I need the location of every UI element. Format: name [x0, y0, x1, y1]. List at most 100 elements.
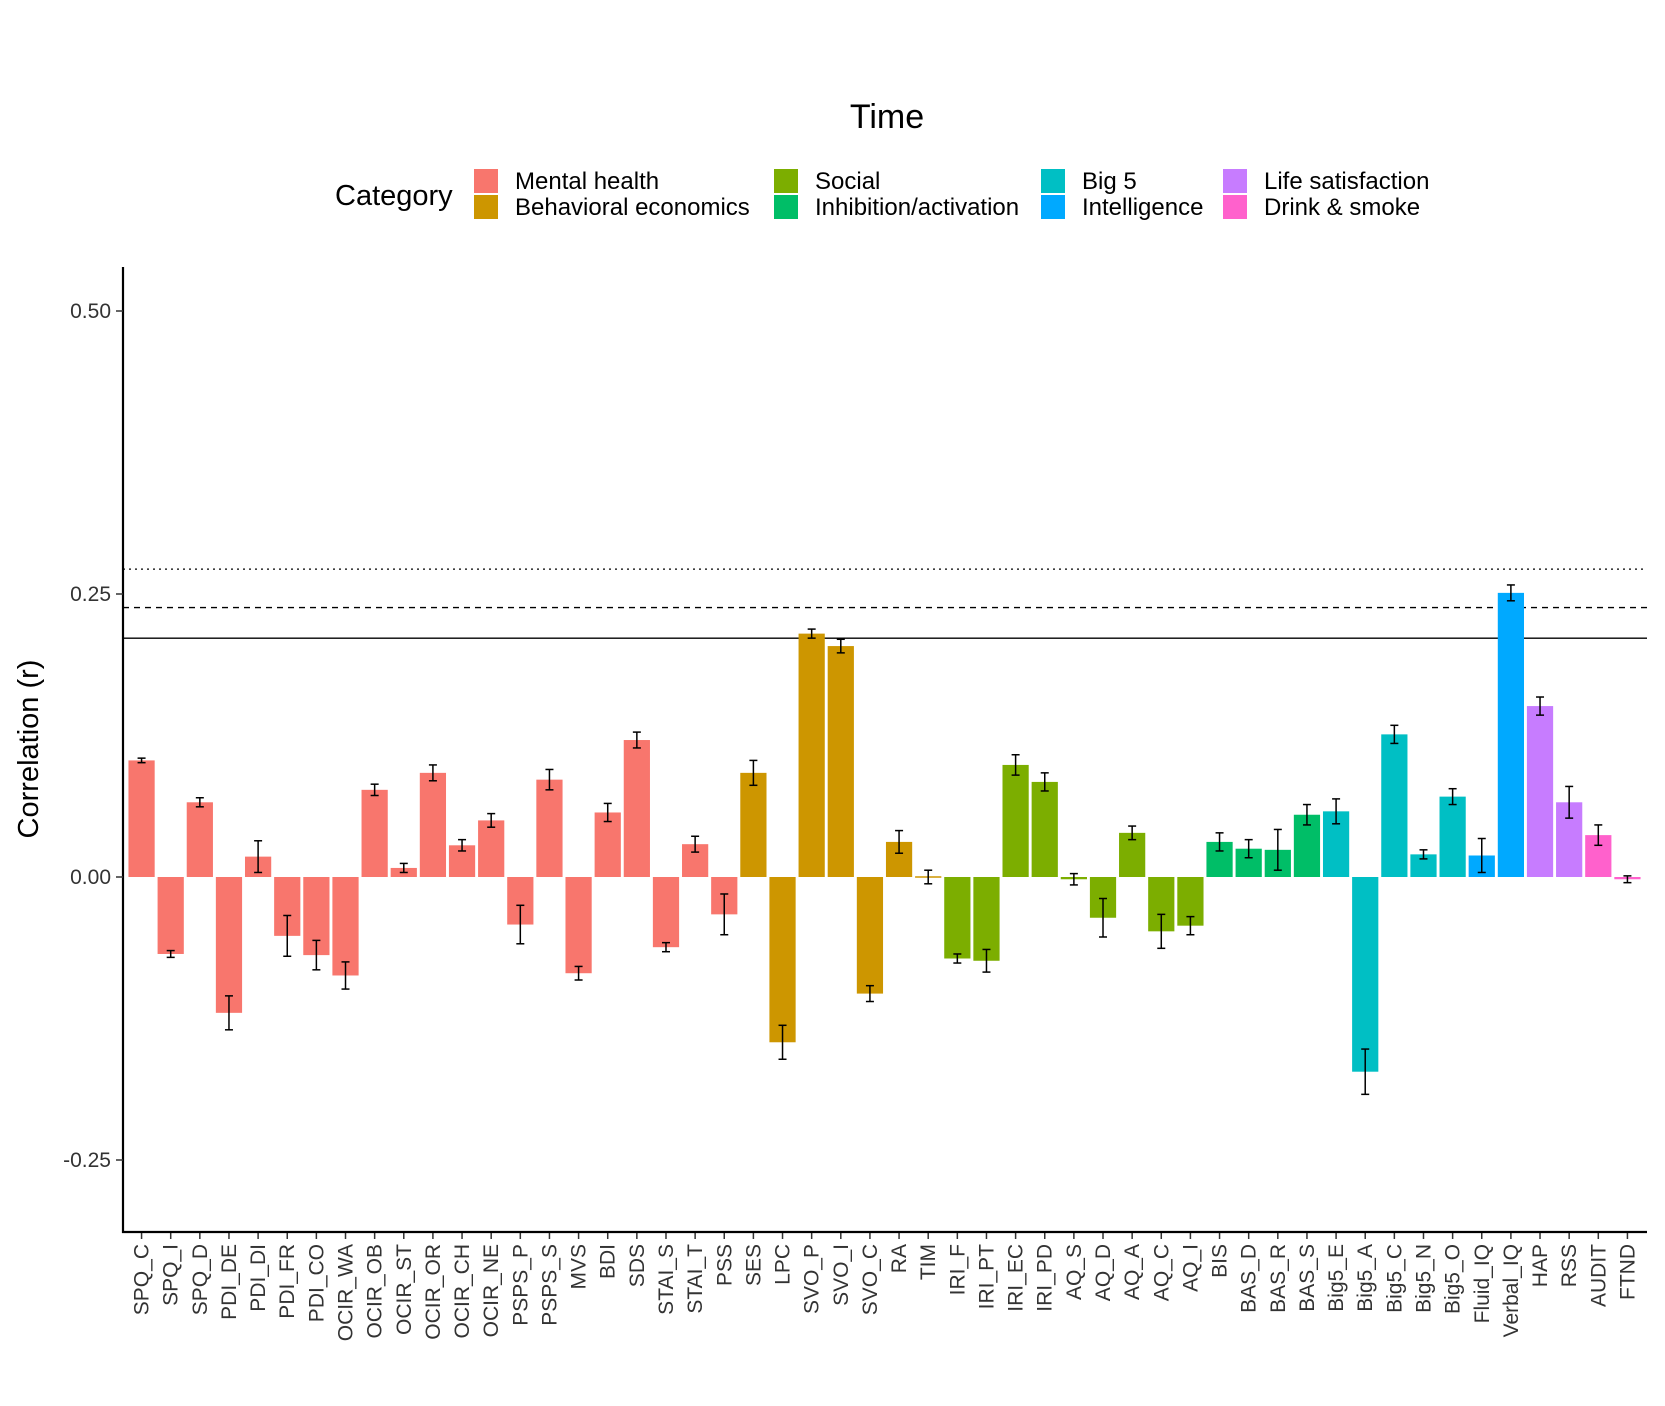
y-tick-label: 0.25	[70, 583, 111, 606]
error-bar	[1419, 849, 1428, 860]
error-bar	[749, 759, 758, 787]
error-bar	[1361, 1048, 1370, 1096]
bar	[594, 812, 621, 877]
error-bar	[487, 812, 496, 828]
x-tick-label: OCIR_OB	[364, 1244, 387, 1339]
error-bar	[1157, 913, 1166, 950]
error-bar	[807, 628, 816, 639]
y-tick-label: 0.50	[70, 300, 111, 323]
x-tick-label: BIS	[1209, 1244, 1232, 1278]
x-tick-label: OCIR_CH	[451, 1244, 474, 1339]
x-tick-label: OCIR_OR	[422, 1244, 445, 1340]
legend-label: Social	[815, 168, 880, 195]
bar	[1002, 764, 1029, 877]
x-tick-label: PDI_DI	[247, 1244, 270, 1312]
x-tick-label: AUDIT	[1587, 1244, 1610, 1307]
error-bar	[1565, 785, 1574, 819]
x-tick-label: BAS_D	[1238, 1244, 1261, 1313]
error-bar	[312, 939, 321, 971]
error-bar	[341, 961, 350, 990]
bar	[186, 802, 213, 877]
x-tick-label: Big5_N	[1412, 1244, 1435, 1313]
error-bar	[428, 764, 437, 782]
x-tick-label: LPC	[772, 1244, 795, 1285]
error-bar	[1273, 828, 1282, 871]
error-bar	[224, 995, 233, 1031]
x-tick-label: AQ_C	[1150, 1244, 1173, 1301]
legend-label: Behavioral economics	[515, 194, 750, 221]
x-tick-label: AQ_D	[1092, 1244, 1115, 1301]
error-bar	[283, 914, 292, 957]
error-bar	[632, 731, 641, 749]
x-tick-label: Big5_E	[1325, 1244, 1348, 1312]
bar	[769, 877, 796, 1043]
legend-label: Intelligence	[1082, 194, 1203, 221]
x-tick-label: Big5_O	[1442, 1244, 1465, 1314]
error-bar	[778, 1024, 787, 1061]
legend-swatch	[474, 169, 498, 193]
x-tick-label: Big5_C	[1383, 1244, 1406, 1313]
x-tick-label: BAS_R	[1267, 1244, 1290, 1313]
bar	[1439, 796, 1466, 877]
error-bar	[399, 862, 408, 874]
bar	[565, 877, 592, 974]
legend-swatch	[474, 195, 498, 219]
legend-label: Big 5	[1082, 168, 1137, 195]
legend-swatch	[1041, 169, 1065, 193]
error-bar	[1040, 772, 1049, 792]
error-bar	[982, 948, 991, 973]
error-bar	[691, 835, 700, 853]
error-bar	[166, 949, 175, 959]
x-tick-label: SES	[742, 1244, 765, 1286]
x-tick-label: PDI_FR	[276, 1244, 299, 1319]
error-bar	[1186, 915, 1195, 936]
legend-swatch	[1223, 169, 1247, 193]
error-bar	[953, 953, 962, 964]
x-tick-label: BDI	[597, 1244, 620, 1279]
bar	[215, 877, 243, 1013]
y-tick-label: 0.00	[70, 866, 111, 889]
error-bar	[1332, 798, 1341, 825]
legend-label: Drink & smoke	[1264, 194, 1420, 221]
bar	[1410, 854, 1437, 877]
bar	[1031, 781, 1058, 877]
x-tick-label: PSS	[713, 1244, 736, 1286]
bar	[798, 633, 825, 877]
x-tick-label: IRI_EC	[1005, 1244, 1028, 1312]
error-bar	[865, 984, 874, 1003]
error-bar	[895, 829, 904, 854]
x-tick-label: STAI_T	[684, 1244, 707, 1314]
error-bar	[254, 840, 263, 874]
x-tick-label: MVS	[568, 1244, 591, 1290]
bar	[128, 760, 155, 877]
legend-label: Inhibition/activation	[815, 194, 1019, 221]
x-tick-label: PSPS_S	[538, 1244, 561, 1326]
legend-swatch	[774, 169, 798, 193]
x-tick-label: IRI_F	[946, 1244, 969, 1295]
error-bar	[661, 941, 670, 953]
error-bar	[545, 768, 554, 791]
x-tick-label: HAP	[1529, 1244, 1552, 1287]
bar	[419, 772, 447, 877]
bar	[740, 772, 767, 877]
bar	[623, 740, 650, 877]
x-tick-label: TIM	[917, 1244, 940, 1280]
bar	[652, 877, 680, 948]
error-bar	[720, 893, 729, 936]
x-tick-label: SPQ_C	[131, 1244, 154, 1315]
error-bar	[1506, 584, 1515, 602]
x-tick-label: RA	[888, 1244, 911, 1273]
error-bar	[1536, 696, 1545, 716]
legend-title: Category	[335, 180, 453, 212]
x-tick-label: SVO_P	[801, 1244, 824, 1314]
error-bar	[603, 802, 612, 823]
bar	[973, 877, 1000, 961]
y-axis-label: Correlation (r)	[13, 660, 45, 839]
x-tick-label: OCIR_WA	[335, 1244, 358, 1341]
x-tick-label: AQ_S	[1063, 1244, 1086, 1300]
error-bar	[1477, 837, 1486, 874]
error-bar	[516, 904, 525, 945]
legend-swatch	[1041, 195, 1065, 219]
